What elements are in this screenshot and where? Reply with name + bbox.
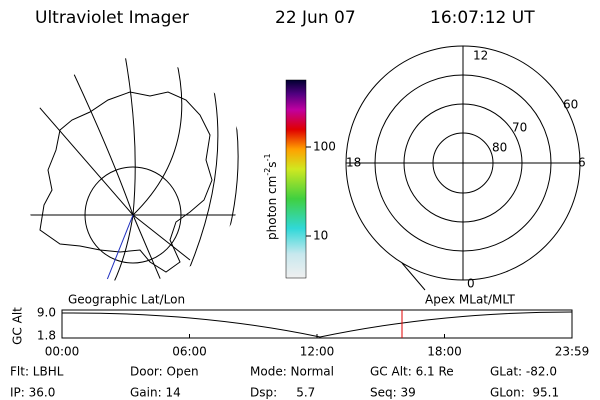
polar-label: 18: [346, 156, 361, 170]
status-field: GLat: -82.0: [490, 365, 557, 379]
colorbar-tick: 100: [313, 140, 336, 154]
colorbar-label: photon cm-2s-1: [263, 153, 279, 240]
status-field: Door: Open: [130, 365, 199, 379]
alt-xtick: 18:00: [427, 345, 462, 359]
alt-xtick: 23:59: [555, 345, 590, 359]
exponent: -2: [263, 168, 272, 176]
colorbar-tick: 10: [313, 229, 328, 243]
polar-grid: [345, 45, 581, 291]
status-field: Gain: 14: [130, 386, 181, 400]
unit: s: [265, 161, 279, 167]
status-field: Flt: LBHL: [10, 365, 64, 379]
polar-label: 12: [473, 49, 488, 63]
polar-label: 60: [563, 98, 578, 112]
status-field: IP: 36.0: [10, 386, 55, 400]
colorbar: [285, 79, 307, 279]
alt-xtick: 06:00: [172, 345, 207, 359]
polar-label: 6: [578, 156, 586, 170]
exponent: -1: [263, 153, 272, 161]
unit: photon cm: [265, 176, 279, 240]
time: 16:07:12 UT: [430, 8, 535, 28]
status-field: Dsp: 5.7: [250, 386, 315, 400]
status-field: Seq: 39: [370, 386, 416, 400]
polar-label: 70: [512, 121, 527, 135]
date: 22 Jun 07: [275, 8, 356, 28]
status-field: Mode: Normal: [250, 365, 334, 379]
polar-label: 80: [492, 141, 507, 155]
alt-right-title: Apex MLat/MLT: [425, 293, 515, 307]
status-field: GLon: 95.1: [490, 386, 559, 400]
status-field: GC Alt: 6.1 Re: [370, 365, 454, 379]
earth-map: [21, 58, 245, 282]
alt-left-title: Geographic Lat/Lon: [68, 293, 185, 307]
polar-label: 0: [467, 277, 475, 291]
alt-ytick: 9.0: [37, 306, 56, 320]
title: Ultraviolet Imager: [35, 8, 189, 28]
alt-xtick: 00:00: [45, 345, 80, 359]
alt-ylabel: GC Alt: [11, 307, 25, 345]
alt-xtick: 12:00: [300, 345, 335, 359]
alt-curve: [61, 311, 573, 338]
alt-ytick: 1.8: [37, 329, 56, 343]
